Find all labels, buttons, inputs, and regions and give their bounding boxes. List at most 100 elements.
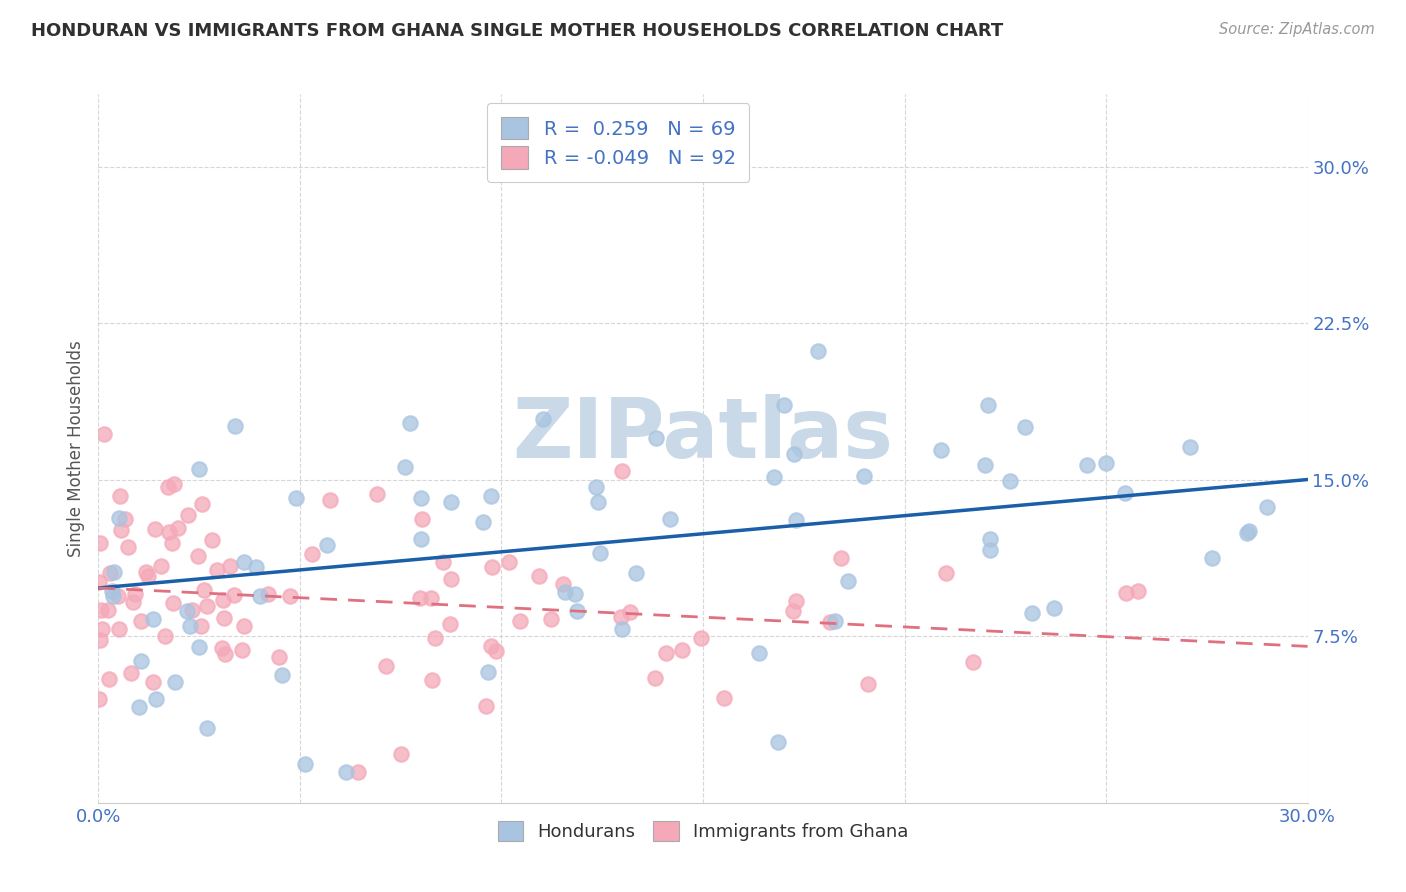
Point — [318, 492, 340, 507]
Point — [193, 582, 215, 597]
Point — [409, 533, 432, 547]
Point — [167, 521, 190, 535]
Point — [120, 665, 142, 680]
Point — [475, 699, 498, 714]
Point — [214, 647, 236, 661]
Point — [853, 469, 876, 483]
Point — [181, 603, 204, 617]
Point — [409, 491, 432, 506]
Point — [89, 632, 111, 647]
Point — [979, 542, 1001, 557]
Point — [824, 614, 846, 628]
Point — [818, 615, 841, 630]
Point — [1076, 458, 1098, 473]
Point — [278, 589, 301, 603]
Point — [222, 588, 245, 602]
Text: ZIPatlas: ZIPatlas — [513, 393, 893, 475]
Point — [232, 619, 254, 633]
Point — [294, 756, 316, 771]
Point — [1201, 550, 1223, 565]
Point — [1043, 601, 1066, 615]
Point — [1236, 525, 1258, 540]
Point — [782, 604, 804, 618]
Point — [91, 622, 114, 636]
Point — [89, 575, 111, 590]
Point — [100, 583, 122, 598]
Point — [399, 416, 422, 430]
Point — [347, 764, 370, 779]
Point — [131, 654, 153, 668]
Point — [212, 610, 235, 624]
Point — [117, 540, 139, 554]
Point — [100, 566, 122, 580]
Legend: Hondurans, Immigrants from Ghana: Hondurans, Immigrants from Ghana — [488, 812, 918, 850]
Point — [107, 511, 129, 525]
Point — [110, 489, 132, 503]
Point — [974, 458, 997, 472]
Point — [211, 592, 233, 607]
Point — [565, 604, 588, 618]
Point — [135, 566, 157, 580]
Point — [201, 533, 224, 547]
Point — [830, 551, 852, 566]
Point — [374, 658, 396, 673]
Point — [977, 398, 1000, 412]
Point — [124, 587, 146, 601]
Point — [610, 610, 633, 624]
Point — [785, 594, 807, 608]
Point — [301, 547, 323, 561]
Point — [128, 700, 150, 714]
Point — [1126, 584, 1149, 599]
Point — [748, 646, 770, 660]
Point — [149, 558, 172, 573]
Point — [409, 591, 432, 605]
Point — [141, 612, 163, 626]
Point — [157, 525, 180, 540]
Point — [89, 536, 111, 550]
Point — [645, 431, 668, 445]
Point — [195, 721, 218, 735]
Point — [772, 398, 794, 412]
Point — [187, 549, 209, 563]
Point — [157, 480, 180, 494]
Point — [425, 631, 447, 645]
Point — [162, 596, 184, 610]
Point — [610, 463, 633, 477]
Point — [121, 595, 143, 609]
Point — [366, 487, 388, 501]
Point — [188, 462, 211, 476]
Point — [509, 614, 531, 628]
Point — [87, 692, 110, 706]
Point — [411, 512, 433, 526]
Point — [207, 563, 229, 577]
Point — [394, 460, 416, 475]
Point — [644, 671, 666, 685]
Y-axis label: Single Mother Households: Single Mother Households — [66, 340, 84, 557]
Point — [190, 619, 212, 633]
Point — [659, 511, 682, 525]
Point — [586, 495, 609, 509]
Point — [998, 475, 1021, 489]
Point — [284, 491, 307, 505]
Point — [979, 533, 1001, 547]
Point — [233, 555, 256, 569]
Point — [110, 523, 132, 537]
Point — [481, 490, 503, 504]
Point — [763, 469, 786, 483]
Point — [245, 560, 267, 574]
Point — [689, 632, 711, 646]
Point — [211, 641, 233, 656]
Point — [107, 589, 129, 603]
Point — [93, 426, 115, 441]
Point — [612, 622, 634, 636]
Point — [107, 622, 129, 636]
Point — [1115, 586, 1137, 600]
Point — [1178, 440, 1201, 454]
Point — [472, 515, 495, 529]
Point — [142, 675, 165, 690]
Point — [163, 477, 186, 491]
Point — [103, 565, 125, 579]
Point — [807, 344, 830, 359]
Point — [224, 418, 246, 433]
Point — [498, 555, 520, 569]
